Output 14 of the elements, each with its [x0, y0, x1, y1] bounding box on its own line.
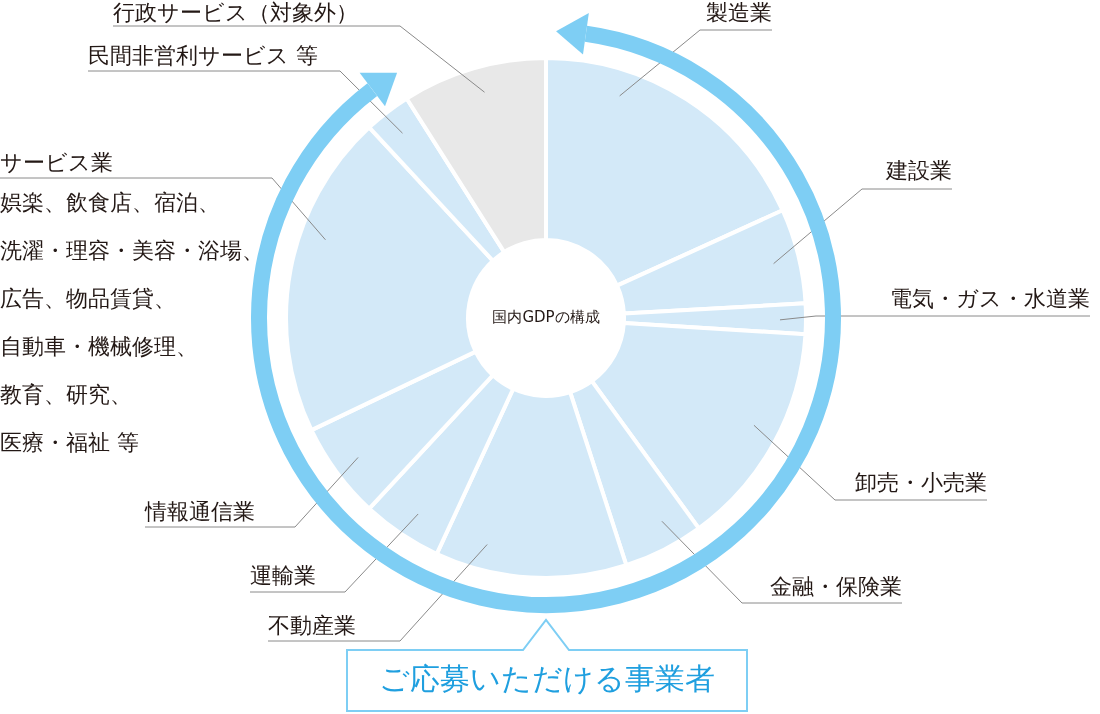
slice-label: 行政サービス（対象外）: [113, 0, 358, 25]
slice-label: 民間非営利サービス 等: [88, 42, 318, 68]
slice-label: 製造業: [706, 0, 772, 25]
text: 娯楽、飲食店、宿泊、洗濯・理容・美容・浴場、広告、物品賃貸、自動車・機械修理、教育、研究、医療・福祉 等: [0, 189, 264, 455]
text: 国内GDPの構成: [492, 307, 600, 326]
slice-label: 金融・保険業: [770, 573, 902, 599]
slice-label: 不動産業: [268, 612, 356, 638]
slice-label: 卸売・小売業: [855, 469, 987, 495]
slice-label: 情報通信業: [144, 498, 255, 524]
slice-label: サービス業: [0, 149, 113, 175]
slice-label: 運輸業: [250, 562, 316, 588]
text: ご応募いただける事業者: [379, 661, 715, 697]
slice-label: 建設業: [885, 157, 952, 183]
slice-label: 電気・ガス・水道業: [890, 285, 1090, 311]
